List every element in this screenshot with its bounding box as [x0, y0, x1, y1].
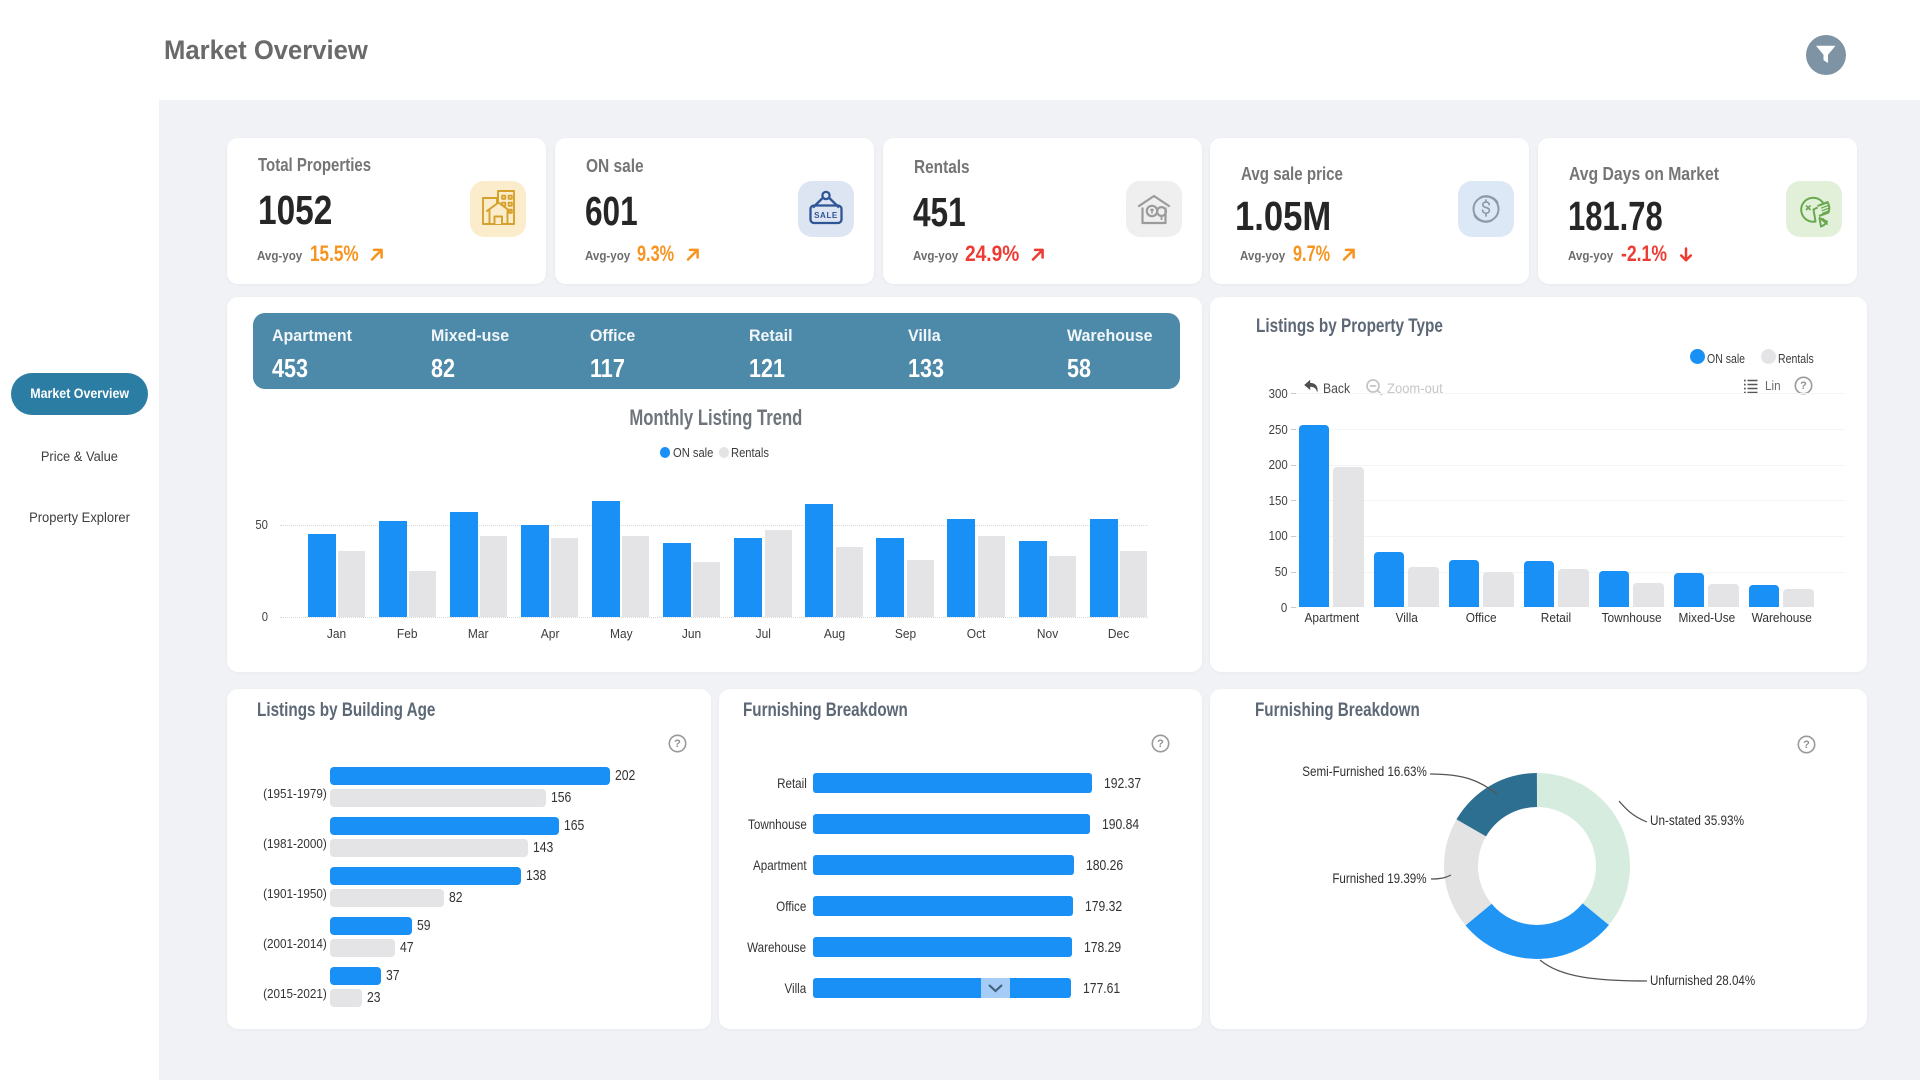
svg-text:?: ? [1800, 380, 1807, 392]
svg-text:?: ? [1157, 738, 1164, 750]
svg-text:?: ? [674, 738, 681, 750]
svg-text:?: ? [1803, 739, 1810, 751]
svg-text:SALE: SALE [814, 211, 838, 220]
